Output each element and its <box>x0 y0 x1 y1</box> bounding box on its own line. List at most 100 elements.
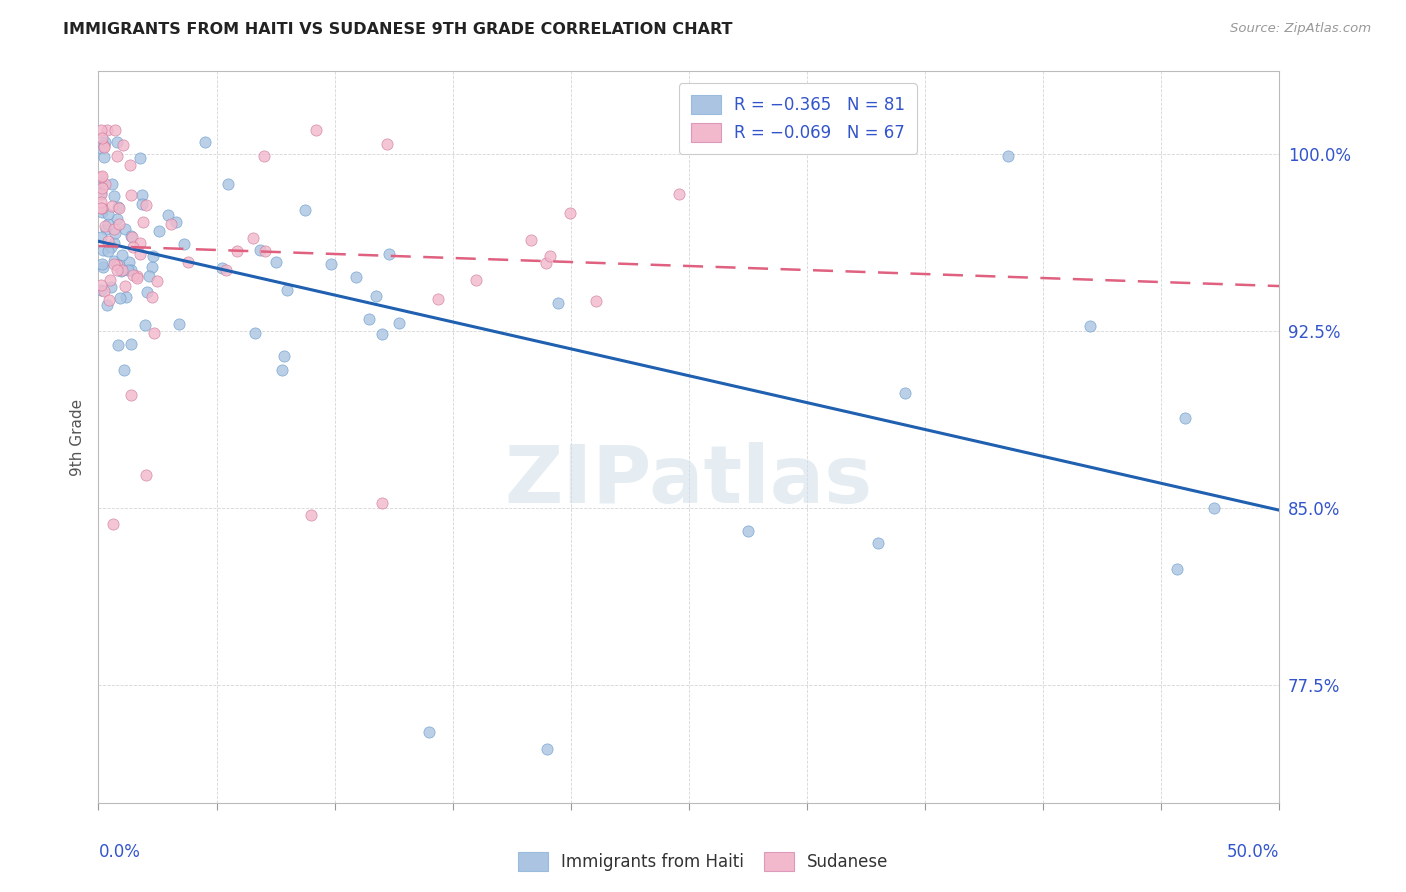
Point <box>129 151 152 165</box>
Point <box>371 496 394 510</box>
Point <box>134 318 156 332</box>
Point <box>93 140 115 154</box>
Point <box>107 212 129 227</box>
Point <box>112 363 135 377</box>
Point <box>91 201 114 215</box>
Point <box>101 177 124 191</box>
Point <box>121 240 143 254</box>
Point <box>1166 561 1188 575</box>
Point <box>142 249 165 263</box>
Point <box>120 188 142 202</box>
Text: 50.0%: 50.0% <box>1227 843 1279 861</box>
Point <box>547 295 569 310</box>
Point <box>131 197 153 211</box>
Point <box>135 468 157 483</box>
Point <box>131 187 153 202</box>
Point <box>121 230 143 244</box>
Point <box>105 149 128 163</box>
Point <box>97 218 120 232</box>
Point <box>418 725 440 739</box>
Point <box>136 285 159 300</box>
Point <box>94 178 117 192</box>
Point <box>120 388 142 402</box>
Point <box>211 260 233 275</box>
Point <box>997 149 1019 163</box>
Point <box>371 327 394 342</box>
Point <box>464 273 486 287</box>
Point <box>271 363 294 377</box>
Point <box>90 195 112 210</box>
Point <box>107 338 129 352</box>
Point <box>165 215 187 229</box>
Point <box>100 239 122 253</box>
Point <box>253 244 276 258</box>
Point <box>91 130 114 145</box>
Legend: R = −0.365   N = 81, R = −0.069   N = 67: R = −0.365 N = 81, R = −0.069 N = 67 <box>679 83 917 153</box>
Point <box>668 186 690 201</box>
Text: ZIPatlas: ZIPatlas <box>505 442 873 520</box>
Point <box>117 263 139 277</box>
Point <box>96 298 118 312</box>
Point <box>388 316 411 330</box>
Point <box>101 199 124 213</box>
Point <box>120 228 142 243</box>
Point <box>299 508 322 522</box>
Point <box>305 123 328 137</box>
Point <box>215 262 238 277</box>
Point <box>93 139 115 153</box>
Point <box>121 268 143 282</box>
Point <box>120 336 142 351</box>
Point <box>93 260 115 274</box>
Point <box>120 263 142 277</box>
Point <box>1174 411 1197 425</box>
Point <box>101 517 124 532</box>
Point <box>177 255 200 269</box>
Point <box>193 135 215 149</box>
Point <box>520 233 543 247</box>
Point <box>108 201 131 215</box>
Point <box>276 283 298 297</box>
Point <box>105 262 128 277</box>
Point <box>357 312 380 326</box>
Point <box>114 279 136 293</box>
Point <box>538 249 561 263</box>
Point <box>100 280 122 294</box>
Point <box>173 237 195 252</box>
Point <box>90 186 112 201</box>
Point <box>737 524 759 539</box>
Point <box>90 283 112 297</box>
Point <box>103 254 125 268</box>
Point <box>94 219 117 233</box>
Point <box>97 234 120 248</box>
Point <box>264 255 287 269</box>
Point <box>319 257 342 271</box>
Point <box>91 257 114 271</box>
Point <box>127 271 149 285</box>
Point <box>534 256 557 270</box>
Point <box>344 270 367 285</box>
Point <box>114 222 136 236</box>
Point <box>242 231 264 245</box>
Point <box>127 269 149 284</box>
Point <box>90 141 112 155</box>
Point <box>94 135 117 149</box>
Point <box>93 244 115 258</box>
Point <box>96 123 118 137</box>
Point <box>148 224 170 238</box>
Point <box>110 292 132 306</box>
Point <box>114 290 136 304</box>
Point <box>253 149 276 163</box>
Point <box>107 200 129 214</box>
Point <box>103 235 125 250</box>
Point <box>217 177 239 191</box>
Text: Source: ZipAtlas.com: Source: ZipAtlas.com <box>1230 22 1371 36</box>
Point <box>104 226 127 240</box>
Point <box>225 244 247 258</box>
Point <box>108 258 131 272</box>
Point <box>91 181 114 195</box>
Text: IMMIGRANTS FROM HAITI VS SUDANESE 9TH GRADE CORRELATION CHART: IMMIGRANTS FROM HAITI VS SUDANESE 9TH GR… <box>63 22 733 37</box>
Point <box>366 289 388 303</box>
Point <box>118 255 141 269</box>
Point <box>141 290 163 304</box>
Point <box>135 198 157 212</box>
